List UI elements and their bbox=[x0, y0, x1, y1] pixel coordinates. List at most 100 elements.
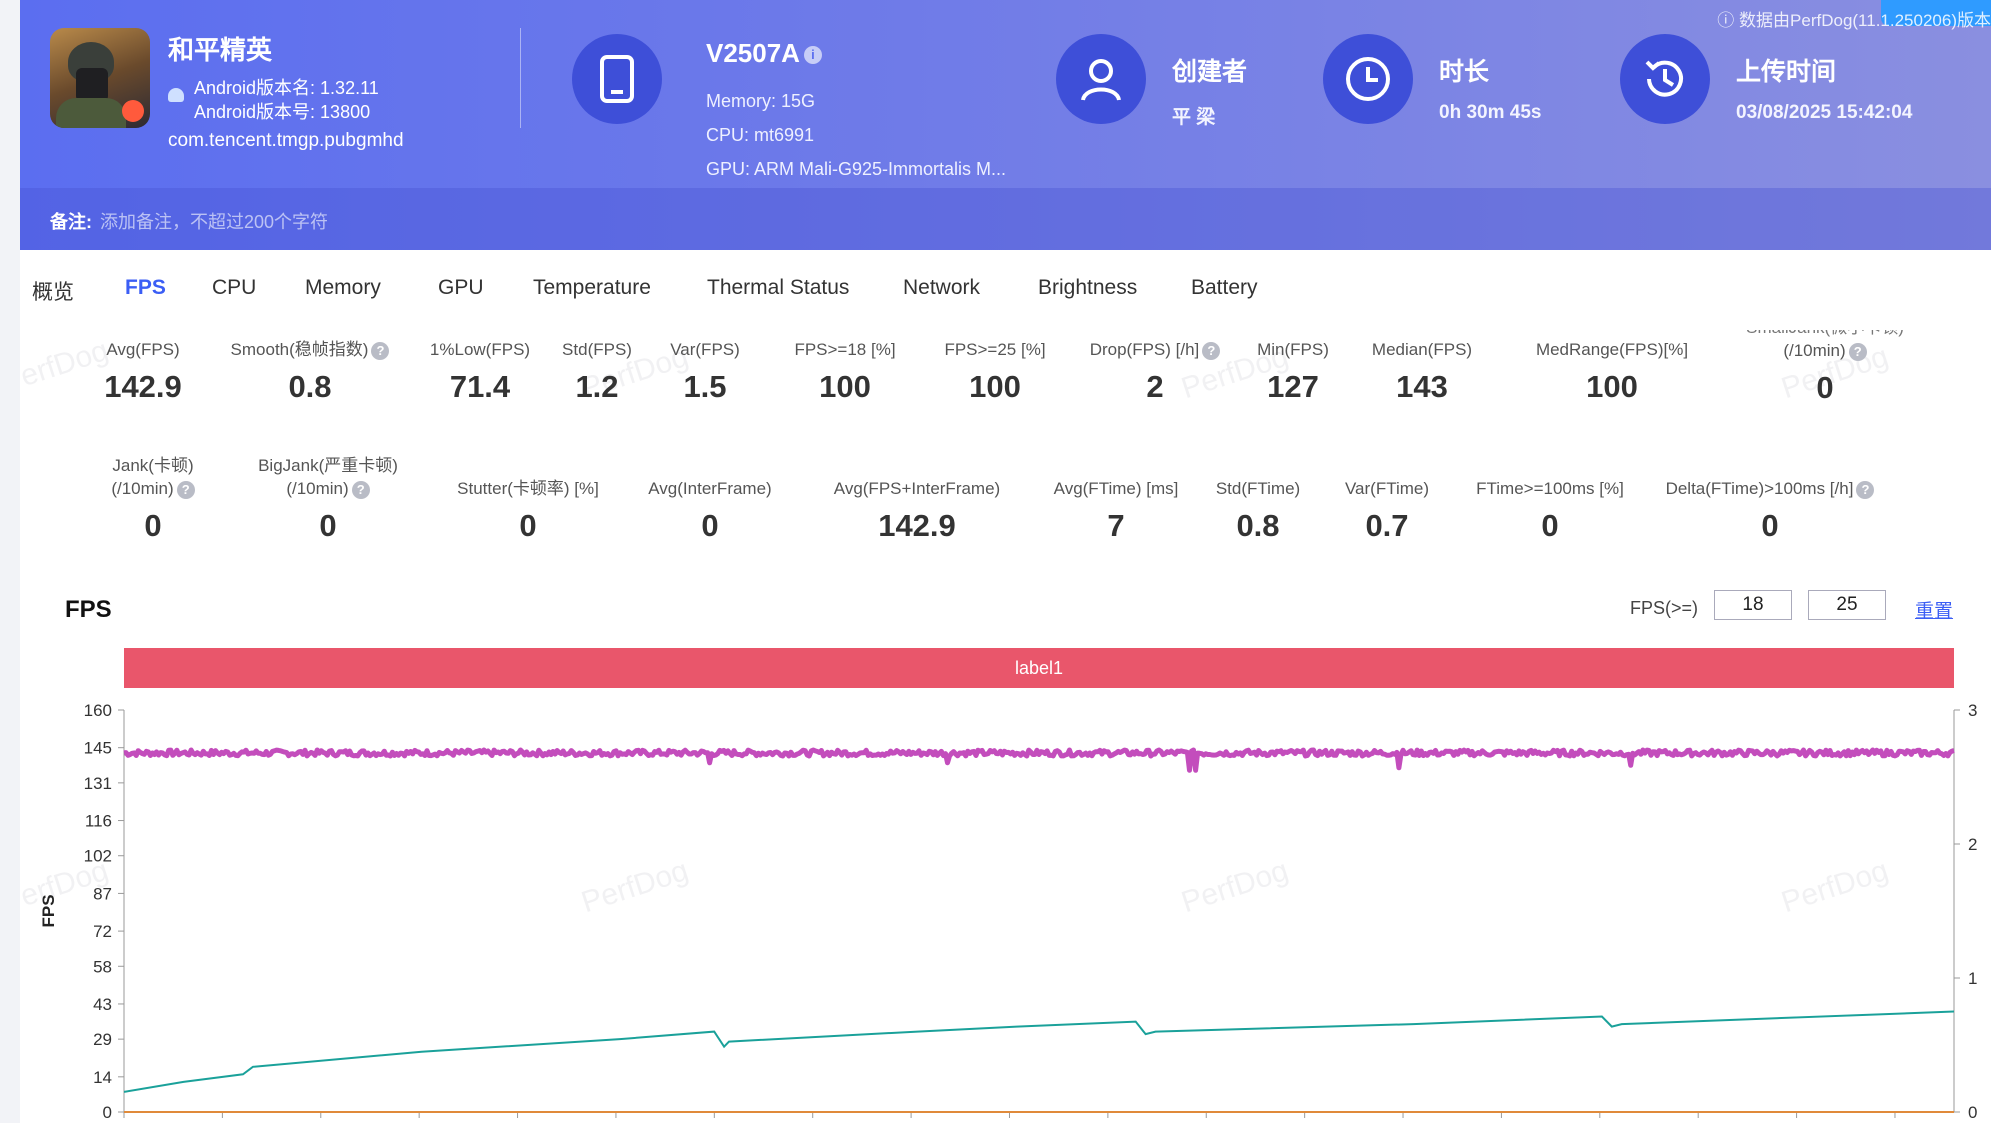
package-name: com.tencent.tmgp.pubgmhd bbox=[168, 130, 404, 151]
device-specs: Memory: 15G CPU: mt6991 GPU: ARM Mali-G9… bbox=[706, 84, 1006, 186]
metric-label-row: Drop(FPS) [/h]? bbox=[1065, 338, 1245, 361]
y-tick-label: 87 bbox=[93, 884, 112, 903]
metric-bigjank: BigJank(严重卡顿) (/10min)? 0 bbox=[213, 454, 443, 544]
duration-label: 时长 bbox=[1439, 58, 1490, 86]
metric-value: 0.7 bbox=[1365, 508, 1409, 543]
metric-value: 142.9 bbox=[878, 508, 956, 543]
y-tick-label: 43 bbox=[93, 995, 112, 1014]
metric-label: SmallJank(微小卡顿) bbox=[1710, 330, 1940, 339]
device-cpu: CPU: mt6991 bbox=[706, 125, 815, 145]
android-version-code: Android版本号: 13800 bbox=[194, 102, 371, 122]
tab-cpu[interactable]: CPU bbox=[212, 276, 257, 299]
help-icon[interactable]: ? bbox=[176, 480, 195, 499]
fps-chart[interactable]: 0142943587287102116131145160012300:0001:… bbox=[20, 700, 1991, 1122]
upload-value: 03/08/2025 15:42:04 bbox=[1736, 102, 1913, 123]
metric-value: 7 bbox=[1107, 508, 1125, 543]
tablet-icon bbox=[572, 34, 662, 124]
y-tick-label: 102 bbox=[84, 847, 112, 866]
tab-fps[interactable]: FPS bbox=[125, 276, 166, 299]
metric-label: Var(FTime) bbox=[1344, 479, 1430, 498]
metric-value: 0 bbox=[319, 508, 337, 543]
y-tick-label-right: 0 bbox=[1968, 1103, 1977, 1122]
help-icon[interactable]: ? bbox=[351, 480, 370, 499]
metric-label: 1%Low(FPS) bbox=[429, 340, 531, 359]
metric-var-fps: Var(FPS) 1.5 bbox=[645, 338, 765, 405]
tab-temperature[interactable]: Temperature bbox=[533, 276, 651, 299]
metric-value: 142.9 bbox=[104, 369, 182, 404]
metric-value: 100 bbox=[1586, 369, 1638, 404]
tab-network[interactable]: Network bbox=[903, 276, 981, 299]
metric-label: Avg(FPS+InterFrame) bbox=[833, 479, 1001, 498]
metric-label-row: (/10min)? bbox=[1710, 339, 1940, 362]
history-icon bbox=[1620, 34, 1710, 124]
user-icon bbox=[1056, 34, 1146, 124]
metric-fps-ge-18: FPS>=18 [%] 100 bbox=[765, 338, 925, 405]
metric-label-sub: (/10min) bbox=[1783, 341, 1846, 360]
help-icon[interactable]: ? bbox=[1856, 480, 1875, 499]
y-tick-label-right: 3 bbox=[1968, 701, 1977, 720]
y-tick-label: 116 bbox=[85, 812, 112, 831]
y-tick-label: 131 bbox=[84, 774, 112, 793]
metric-avg-interframe: Avg(InterFrame) 0 bbox=[620, 477, 800, 544]
y-tick-label: 14 bbox=[93, 1068, 112, 1087]
threshold-input-2[interactable] bbox=[1808, 590, 1886, 620]
y-tick-label-right: 2 bbox=[1968, 835, 1977, 854]
device-gpu: GPU: ARM Mali-G925-Immortalis M... bbox=[706, 159, 1007, 179]
remark-input[interactable]: 添加备注，不超过200个字符 bbox=[100, 212, 329, 232]
device-name-row: V2507A i bbox=[706, 38, 822, 69]
metric-label: Smooth(稳帧指数) bbox=[230, 340, 369, 359]
report-header: ⓘ 数据由PerfDog(11.1.250206)版本 和平精英 Android… bbox=[20, 0, 1991, 250]
device-memory: Memory: 15G bbox=[706, 91, 816, 111]
notice-text: 数据由PerfDog(11.1.250206)版本 bbox=[1739, 11, 1991, 30]
metric-jank: Jank(卡顿) (/10min)? 0 bbox=[63, 454, 243, 544]
tab-thermal-status[interactable]: Thermal Status bbox=[707, 276, 850, 299]
info-icon[interactable]: i bbox=[803, 46, 822, 65]
series-line-fps bbox=[123, 747, 1955, 773]
metric-label: Drop(FPS) [/h] bbox=[1089, 340, 1200, 359]
metric-label: FPS>=25 [%] bbox=[944, 340, 1046, 359]
tab-memory[interactable]: Memory bbox=[305, 276, 381, 299]
android-version-block: Android版本名: 1.32.11 Android版本号: 13800 bbox=[194, 76, 379, 124]
metric-label: Median(FPS) bbox=[1371, 340, 1473, 359]
metric-avg-fps: Avg(FPS) 142.9 bbox=[63, 338, 223, 405]
metric-label: Avg(InterFrame) bbox=[648, 479, 772, 498]
y-tick-label: 0 bbox=[103, 1103, 112, 1122]
help-icon[interactable]: ? bbox=[371, 341, 390, 360]
creator-value: 平 梁 bbox=[1172, 107, 1216, 128]
metric-avg-ftime: Avg(FTime) [ms] 7 bbox=[1026, 477, 1206, 544]
help-icon[interactable]: ? bbox=[1202, 341, 1221, 360]
tab-battery[interactable]: Battery bbox=[1191, 276, 1258, 299]
metric-label: Std(FPS) bbox=[562, 340, 632, 359]
metric-value: 1.5 bbox=[683, 369, 727, 404]
reset-link[interactable]: 重置 bbox=[1915, 601, 1954, 622]
device-name: V2507A bbox=[706, 38, 800, 68]
tab-overview[interactable]: 概览 bbox=[32, 281, 74, 304]
tab-gpu[interactable]: GPU bbox=[438, 276, 484, 299]
metric-stutter: Stutter(卡顿率) [%] 0 bbox=[428, 477, 628, 544]
metric-std-ftime: Std(FTime) 0.8 bbox=[1188, 477, 1328, 544]
metric-label-sub: (/10min) bbox=[286, 479, 349, 498]
series-line-temperature bbox=[123, 1010, 1955, 1093]
tab-brightness[interactable]: Brightness bbox=[1038, 276, 1138, 299]
threshold-input-1[interactable] bbox=[1714, 590, 1792, 620]
threshold-label: FPS(>=) bbox=[1630, 598, 1699, 618]
metric-value: 0 bbox=[144, 508, 162, 543]
tab-bar: 概览 FPS CPU Memory GPU Temperature Therma… bbox=[20, 250, 1991, 331]
metric-label: Avg(FPS) bbox=[106, 340, 180, 359]
metric-label-sub: (/10min) bbox=[111, 479, 174, 498]
metric-value: 0 bbox=[1816, 370, 1834, 405]
clock-icon bbox=[1323, 34, 1413, 124]
metric-label: Std(FTime) bbox=[1215, 479, 1301, 498]
corner-tag[interactable] bbox=[1881, 0, 1991, 26]
y-tick-label: 58 bbox=[93, 957, 112, 976]
label-bar[interactable]: label1 bbox=[124, 648, 1954, 688]
metric-value: 0 bbox=[519, 508, 537, 543]
metric-label-row: (/10min)? bbox=[63, 477, 243, 500]
y-tick-label: 29 bbox=[93, 1030, 112, 1049]
remark-bar: 备注: 添加备注，不超过200个字符 bbox=[20, 188, 1991, 250]
metric-value: 100 bbox=[969, 369, 1021, 404]
help-icon[interactable]: ? bbox=[1848, 342, 1867, 361]
metric-ftime-ge-100: FTime>=100ms [%] 0 bbox=[1450, 477, 1650, 544]
metric-drop-fps: Drop(FPS) [/h]? 2 bbox=[1065, 338, 1245, 405]
metric-label: Avg(FTime) [ms] bbox=[1053, 479, 1179, 498]
